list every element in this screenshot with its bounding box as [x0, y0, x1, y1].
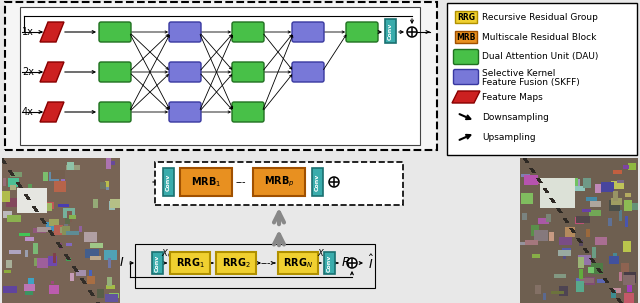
Bar: [180, 168, 232, 196]
Bar: [152, 252, 163, 274]
Text: MRB$_p$: MRB$_p$: [264, 175, 294, 189]
Text: MRB: MRB: [456, 32, 476, 42]
Polygon shape: [40, 102, 64, 122]
Text: Recursive Residual Group: Recursive Residual Group: [482, 12, 598, 22]
Text: ---: ---: [260, 258, 271, 268]
Text: $X_0$: $X_0$: [161, 248, 173, 260]
Text: Feature Maps: Feature Maps: [482, 92, 543, 102]
Text: Multiscale Residual Block: Multiscale Residual Block: [482, 32, 596, 42]
FancyBboxPatch shape: [292, 22, 324, 42]
FancyBboxPatch shape: [454, 69, 479, 85]
FancyBboxPatch shape: [169, 102, 201, 122]
Text: Conv: Conv: [155, 254, 160, 272]
Text: $\hat{I}$: $\hat{I}$: [368, 254, 374, 272]
Text: Conv: Conv: [166, 173, 171, 191]
Circle shape: [329, 177, 339, 187]
Text: MRB$_1$: MRB$_1$: [191, 175, 221, 189]
Text: I: I: [120, 257, 124, 269]
FancyBboxPatch shape: [99, 62, 131, 82]
Bar: [324, 252, 335, 274]
Text: $X_d$: $X_d$: [317, 248, 329, 260]
Text: ---: ---: [236, 177, 246, 187]
FancyBboxPatch shape: [169, 62, 201, 82]
FancyBboxPatch shape: [169, 22, 201, 42]
Bar: [278, 252, 318, 274]
Circle shape: [407, 27, 417, 37]
Bar: [385, 19, 396, 43]
Text: RRG$_1$: RRG$_1$: [175, 256, 204, 270]
Text: 4x: 4x: [22, 107, 34, 117]
Text: 2x: 2x: [22, 67, 34, 77]
Bar: [216, 252, 256, 274]
FancyBboxPatch shape: [292, 62, 324, 82]
Text: RRG: RRG: [457, 12, 475, 22]
Bar: [170, 252, 210, 274]
Bar: [455, 11, 477, 23]
Polygon shape: [40, 22, 64, 42]
Bar: [312, 168, 323, 196]
Bar: [163, 168, 174, 196]
Text: 1x: 1x: [22, 27, 34, 37]
Text: Feature Fusion (SKFF): Feature Fusion (SKFF): [482, 78, 580, 86]
Text: Conv: Conv: [388, 22, 393, 40]
Text: Conv: Conv: [327, 254, 332, 272]
Bar: [20, 7, 420, 145]
Bar: [447, 3, 637, 155]
Text: Downsampling: Downsampling: [482, 112, 549, 122]
FancyBboxPatch shape: [232, 62, 264, 82]
Text: RRG$_N$: RRG$_N$: [283, 256, 313, 270]
FancyBboxPatch shape: [5, 2, 437, 150]
Text: Selective Kernel: Selective Kernel: [482, 69, 556, 78]
FancyBboxPatch shape: [232, 102, 264, 122]
Text: RRG$_2$: RRG$_2$: [221, 256, 250, 270]
Text: Dual Attention Unit (DAU): Dual Attention Unit (DAU): [482, 52, 598, 62]
Polygon shape: [452, 91, 480, 103]
Text: Upsampling: Upsampling: [482, 132, 536, 142]
FancyBboxPatch shape: [346, 22, 378, 42]
Text: Conv: Conv: [315, 173, 320, 191]
FancyBboxPatch shape: [454, 49, 479, 65]
FancyBboxPatch shape: [99, 22, 131, 42]
Bar: [135, 244, 375, 288]
Polygon shape: [40, 62, 64, 82]
Circle shape: [347, 258, 357, 268]
Text: R: R: [342, 257, 350, 269]
Bar: [155, 162, 403, 205]
FancyBboxPatch shape: [232, 22, 264, 42]
Bar: [455, 31, 477, 43]
FancyBboxPatch shape: [99, 102, 131, 122]
Bar: [253, 168, 305, 196]
